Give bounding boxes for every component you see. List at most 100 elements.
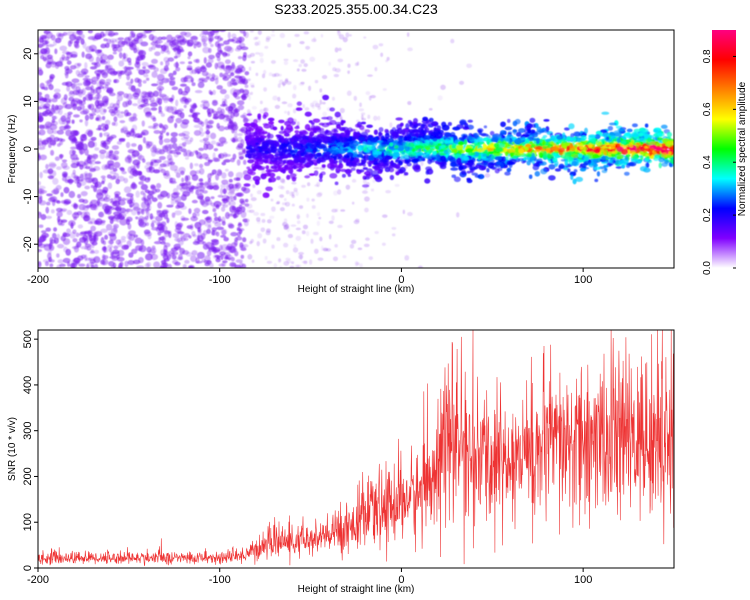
spectrogram-blob bbox=[84, 159, 89, 165]
colorbar-tick-label: 0.8 bbox=[702, 49, 713, 63]
spectrogram-blob bbox=[188, 265, 194, 268]
spectrogram-blob bbox=[170, 132, 178, 137]
spectrogram-blob bbox=[160, 190, 169, 198]
spectrogram-blob bbox=[333, 73, 340, 78]
spectrogram-blob bbox=[112, 51, 117, 55]
spectrogram-blob bbox=[421, 124, 425, 129]
spectrogram-blob bbox=[147, 94, 152, 101]
spectrogram-blob bbox=[100, 54, 109, 61]
spectrogram-blob bbox=[171, 94, 175, 101]
spectrogram-blob bbox=[312, 118, 321, 123]
spectrogram-blob bbox=[355, 218, 360, 223]
spectrogram-blob bbox=[266, 219, 272, 224]
spectrogram-blob bbox=[219, 88, 227, 95]
spectrogram-blob bbox=[398, 169, 404, 174]
spectrogram-blob bbox=[182, 263, 187, 268]
spectrogram-blob bbox=[202, 190, 208, 194]
spectrogram-blob bbox=[283, 132, 290, 137]
spectrogram-blob bbox=[88, 161, 93, 165]
spectrogram-blob bbox=[278, 119, 285, 124]
spectrogram-blob bbox=[444, 132, 452, 137]
spectrogram-blob bbox=[84, 185, 91, 190]
spectrogram-blob bbox=[295, 227, 302, 231]
spectrogram-blob bbox=[79, 110, 88, 115]
spectrogram-blob bbox=[422, 116, 429, 122]
spectrogram-blob bbox=[203, 57, 207, 64]
y-tick-label: 0 bbox=[22, 146, 34, 152]
y-tick-label: -10 bbox=[22, 189, 34, 205]
spectrogram-blob bbox=[353, 151, 358, 157]
spectrogram-blob bbox=[227, 122, 235, 129]
x-tick-label: -200 bbox=[27, 574, 49, 586]
spectrogram-blob bbox=[540, 168, 548, 175]
spectrogram-blob bbox=[437, 129, 444, 134]
spectrogram-blob bbox=[159, 163, 167, 168]
spectrogram-blob bbox=[150, 222, 155, 228]
spectrogram-blob bbox=[220, 187, 224, 195]
spectrogram-blob bbox=[365, 91, 371, 96]
spectrogram-blob bbox=[328, 220, 334, 224]
spectrogram-blob bbox=[73, 62, 81, 69]
spectrogram-blob bbox=[468, 159, 474, 163]
spectrogram-blob bbox=[362, 190, 368, 194]
spectrogram-blob bbox=[366, 160, 374, 165]
spectrogram-blob bbox=[53, 227, 58, 232]
spectrogram-blob bbox=[157, 36, 163, 41]
spectrogram-blob bbox=[116, 114, 124, 118]
spectrogram-blob bbox=[568, 123, 575, 130]
spectrogram-blob bbox=[236, 192, 244, 197]
spectrogram-blob bbox=[346, 90, 352, 96]
spectrogram-blob bbox=[171, 212, 176, 218]
spectrogram-blob bbox=[283, 58, 289, 62]
spectrogram-blob bbox=[530, 129, 536, 134]
spectrogram-blob bbox=[361, 156, 366, 159]
spectrogram-blob bbox=[388, 145, 395, 150]
spectrogram-blob bbox=[194, 67, 198, 74]
spectrogram-blob bbox=[231, 33, 237, 39]
spectrogram-blob bbox=[206, 133, 210, 139]
spectrogram-blob bbox=[113, 223, 119, 229]
spectrogram-blob bbox=[658, 162, 662, 169]
spectrogram-blob bbox=[139, 104, 147, 108]
spectrogram-blob bbox=[669, 159, 674, 164]
spectrogram-blob bbox=[334, 243, 338, 248]
spectrogram-blob bbox=[508, 161, 516, 165]
spectrogram-blob bbox=[61, 176, 67, 182]
spectrogram-blob bbox=[79, 100, 86, 106]
spectrogram-blob bbox=[507, 148, 516, 153]
spectrogram-blob bbox=[256, 137, 263, 143]
spectrogram-blob bbox=[483, 125, 488, 129]
spectrogram-blob bbox=[538, 152, 544, 159]
spectrogram-blob bbox=[63, 246, 68, 253]
spectrogram-blob bbox=[59, 62, 64, 68]
spectrogram-blob bbox=[172, 191, 180, 196]
spectrogram-blob bbox=[191, 230, 196, 237]
spectrogram-blob bbox=[347, 63, 351, 68]
spectrogram-blob bbox=[60, 97, 68, 105]
spectrogram-blob bbox=[207, 58, 214, 64]
spectrogram-blob bbox=[94, 93, 102, 100]
spectrogram-blob bbox=[285, 149, 292, 153]
spectrogram-blob bbox=[207, 108, 211, 115]
spectrogram-blob bbox=[247, 78, 251, 82]
spectrogram-blob bbox=[604, 142, 609, 146]
spectrogram-blob bbox=[579, 130, 584, 134]
spectrogram-blob bbox=[242, 159, 247, 165]
spectrogram-blob bbox=[512, 120, 518, 127]
spectrogram-blob bbox=[53, 237, 59, 244]
spectrogram-blob bbox=[653, 129, 658, 133]
spectrogram-blob bbox=[234, 131, 238, 138]
spectrogram-blob bbox=[237, 64, 244, 69]
spectrogram-blob bbox=[132, 95, 139, 100]
snr-line bbox=[38, 330, 674, 567]
spectrogram-blob bbox=[90, 85, 94, 91]
spectrogram-blob bbox=[48, 242, 53, 250]
spectrogram-blob bbox=[339, 145, 344, 149]
spectrogram-blob bbox=[105, 155, 110, 159]
spectrogram-blob bbox=[171, 39, 180, 46]
spectrogram-blob bbox=[41, 230, 47, 234]
spectrogram-blob bbox=[367, 137, 376, 142]
spectrogram-blob bbox=[98, 102, 105, 107]
spectrogram-blob bbox=[204, 199, 213, 206]
spectrogram-blob bbox=[451, 174, 457, 178]
